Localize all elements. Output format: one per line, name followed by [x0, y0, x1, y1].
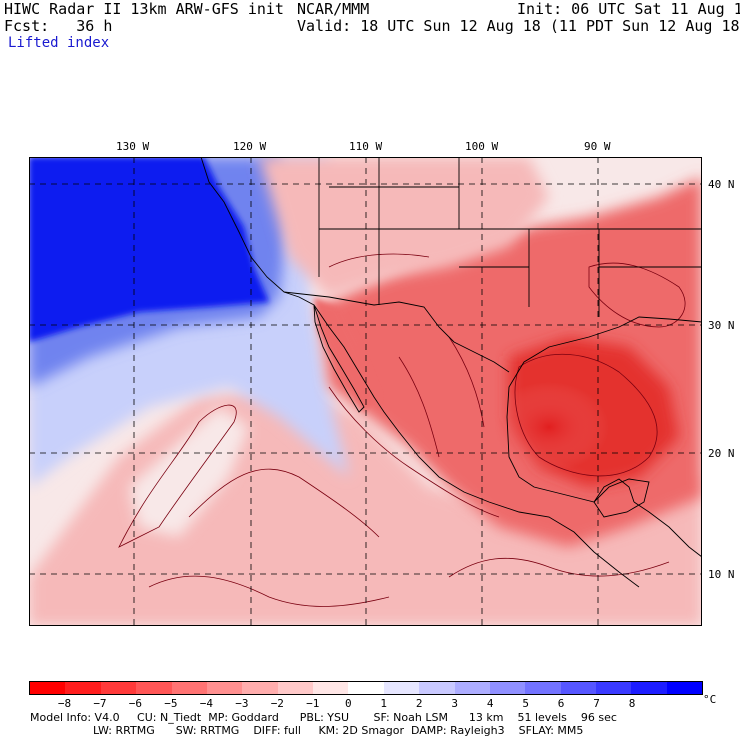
lat-label-10n: 10 N	[708, 568, 735, 581]
colorbar-swatch	[489, 682, 526, 694]
colorbar-tick-label: 6	[557, 697, 565, 710]
colorbar-swatch	[419, 682, 455, 694]
map-canvas	[29, 157, 702, 626]
li-contours	[118, 253, 686, 607]
lon-label-130w: 130 W	[116, 140, 150, 153]
colorbar-tick-label: −2	[270, 697, 284, 710]
pacific-strongly-stable	[29, 157, 269, 342]
lon-label-110w: 110 W	[349, 140, 383, 153]
baja-unstable	[314, 297, 379, 412]
lat-label-30n: 30 N	[708, 319, 735, 332]
colorbar-tick-label: −8	[57, 697, 72, 710]
forecast-hour: Fcst: 36 h	[4, 17, 113, 35]
lon-label-120w: 120 W	[233, 140, 267, 153]
colorbar-tick-label: 3	[451, 697, 458, 710]
colorbar-tick-label: 7	[593, 697, 600, 710]
organization-label: NCAR/MMM	[297, 0, 370, 18]
colorbar	[29, 681, 703, 695]
model-info-line2: LW: RRTMG SW: RRTMG DIFF: full KM: 2D Sm…	[30, 724, 584, 737]
lat-label-20n: 20 N	[708, 447, 735, 460]
model-title: HIWC Radar II 13km ARW-GFS init	[4, 0, 284, 18]
colorbar-swatch	[30, 682, 66, 694]
lon-label-90w: 90 W	[584, 140, 611, 153]
colorbar-swatch	[313, 682, 349, 694]
valid-time: Valid: 18 UTC Sun 12 Aug 18 (11 PDT Sun …	[297, 17, 740, 35]
lat-label-40n: 40 N	[708, 178, 735, 191]
lifted-index-map	[29, 157, 702, 626]
pacific-weak-unstable	[129, 407, 249, 537]
colorbar-swatch	[383, 682, 420, 694]
colorbar-swatch	[277, 682, 313, 694]
field-name: Lifted index	[8, 35, 110, 51]
colorbar-swatch	[206, 682, 243, 694]
colorbar-swatch	[631, 682, 667, 694]
colorbar-swatch	[348, 682, 384, 694]
colorbar-swatch	[560, 682, 596, 694]
colorbar-swatch	[454, 682, 490, 694]
colorbar-swatch	[100, 682, 137, 694]
colorbar-swatch	[65, 682, 101, 694]
colorbar-tick-label: 0	[344, 697, 352, 710]
colorbar-tick-label: −6	[128, 697, 143, 710]
lat-lon-grid	[29, 157, 702, 626]
map-border	[29, 157, 702, 626]
colorbar-tick-label: 4	[486, 697, 494, 710]
colorbar-swatch	[596, 682, 632, 694]
colorbar-tick-label: −7	[93, 697, 107, 710]
colorbar-tick-label: −1	[306, 697, 320, 710]
colorbar-swatch	[136, 682, 172, 694]
lon-label-100w: 100 W	[465, 140, 499, 153]
colorbar-tick-label: 1	[380, 697, 388, 710]
colorbar-tick-label: −3	[235, 697, 249, 710]
colorbar-swatch	[242, 682, 278, 694]
colorbar-swatch	[666, 682, 703, 694]
colorbar-swatch	[171, 682, 207, 694]
gulf-hotspot	[489, 382, 609, 472]
colorbar-swatch	[525, 682, 561, 694]
model-info-line1: Model Info: V4.0 CU: N_Tiedt MP: Goddard…	[30, 711, 617, 724]
colorbar-unit: °C	[703, 693, 717, 706]
colorbar-tick-label: 8	[628, 697, 636, 710]
colorbar-tick-label: −5	[164, 697, 178, 710]
init-time: Init: 06 UTC Sat 11 Aug 18	[517, 0, 740, 18]
us-interior-field	[259, 157, 549, 297]
colorbar-tick-label: −4	[199, 697, 213, 710]
colorbar-tick-label: 2	[415, 697, 423, 710]
colorbar-tick-label: 5	[522, 697, 529, 710]
